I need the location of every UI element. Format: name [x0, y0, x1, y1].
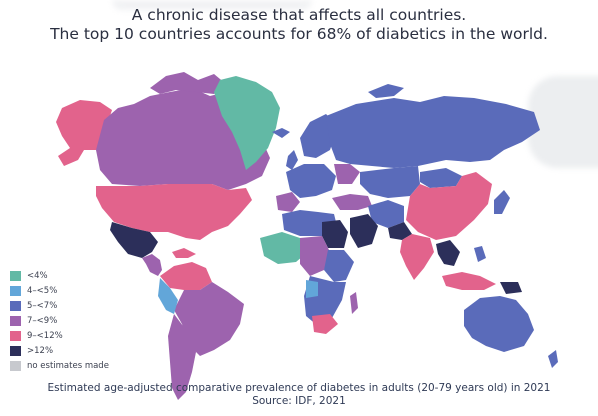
legend-swatch	[10, 330, 21, 341]
region-indonesia	[442, 272, 496, 290]
region-peru	[158, 278, 178, 314]
region-new-zealand	[548, 350, 558, 368]
legend-item-no-estimate: no estimates made	[10, 358, 180, 373]
region-canada-arctic	[150, 72, 226, 94]
region-russia-islands	[368, 84, 404, 98]
region-central-africa	[300, 236, 330, 276]
region-mongolia	[420, 168, 462, 188]
legend-swatch	[10, 345, 21, 356]
background-smudge	[112, 0, 312, 10]
region-alaska	[56, 100, 112, 166]
legend-label: >12%	[27, 345, 54, 356]
legend-swatch	[10, 270, 21, 281]
legend-label: no estimates made	[27, 360, 109, 371]
region-uk	[286, 150, 298, 170]
background-smudge	[528, 76, 598, 168]
region-png	[500, 282, 522, 294]
region-greenland	[214, 76, 280, 170]
region-china	[406, 172, 492, 240]
region-central-america	[142, 254, 162, 276]
region-turkey	[332, 194, 372, 210]
region-east-africa	[324, 250, 354, 282]
region-western-europe	[286, 164, 336, 198]
region-australia	[464, 296, 534, 352]
region-india	[400, 234, 434, 280]
legend-label: <4%	[27, 270, 48, 281]
region-saudi-arabia	[350, 214, 378, 248]
region-south-america-north	[160, 262, 212, 290]
region-argentina	[168, 314, 196, 400]
legend-swatch	[10, 360, 21, 371]
region-west-africa	[260, 232, 310, 264]
region-brazil	[174, 282, 244, 356]
legend-swatch	[10, 315, 21, 326]
region-russia	[326, 96, 540, 168]
legend-label: 9–<12%	[27, 330, 63, 341]
region-angola	[306, 280, 318, 298]
legend: <4% 4–<5% 5–<7% 7–<9% 9–<12% >12% no est…	[10, 268, 180, 373]
region-iceland	[272, 128, 290, 138]
legend-swatch	[10, 285, 21, 296]
legend-swatch	[10, 300, 21, 311]
region-iran	[368, 200, 404, 228]
title-line-2: The top 10 countries accounts for 68% of…	[50, 25, 548, 43]
legend-label: 4–<5%	[27, 285, 58, 296]
caption-source: Source: IDF, 2021	[252, 395, 346, 407]
region-se-asia	[436, 240, 460, 266]
region-eastern-europe	[334, 164, 360, 184]
title-line-1: A chronic disease that affects all count…	[131, 6, 467, 24]
legend-item-4-5: 4–<5%	[10, 283, 180, 298]
region-egypt	[322, 220, 348, 248]
region-pakistan	[388, 222, 412, 240]
legend-item-7-9: 7–<9%	[10, 313, 180, 328]
legend-label: 7–<9%	[27, 315, 58, 326]
caption: Estimated age-adjusted comparative preva…	[0, 382, 598, 408]
region-caribbean	[172, 248, 196, 258]
caption-line-1: Estimated age-adjusted comparative preva…	[47, 382, 551, 394]
region-mexico	[110, 222, 158, 258]
legend-item-9-12: 9–<12%	[10, 328, 180, 343]
region-south-africa	[312, 314, 338, 334]
region-usa	[96, 184, 252, 240]
legend-item-5-7: 5–<7%	[10, 298, 180, 313]
region-central-asia	[360, 166, 420, 198]
page-title: A chronic disease that affects all count…	[0, 6, 598, 44]
region-spain	[276, 192, 300, 212]
region-madagascar	[350, 292, 358, 314]
region-japan	[494, 190, 510, 214]
legend-item-lt4: <4%	[10, 268, 180, 283]
legend-label: 5–<7%	[27, 300, 58, 311]
region-philippines	[474, 246, 486, 262]
legend-item-gt12: >12%	[10, 343, 180, 358]
